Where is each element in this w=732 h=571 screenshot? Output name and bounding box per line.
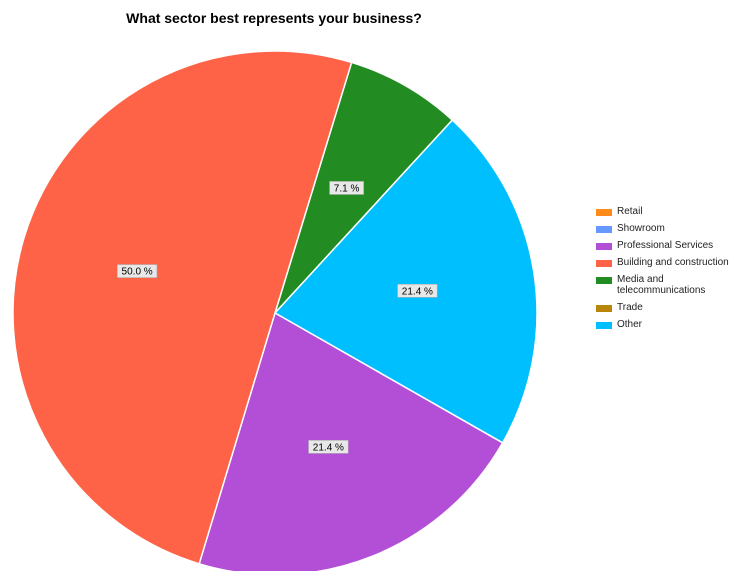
legend-swatch: [596, 209, 612, 216]
legend-swatch: [596, 277, 612, 284]
data-label-other: 21.4 %: [397, 284, 438, 298]
chart-legend: Retail Showroom Professional Services Build…: [596, 206, 732, 336]
legend-item-building-and-construction: Building and construction: [596, 257, 732, 268]
legend-item-other: Other: [596, 319, 732, 330]
data-label-professional-services: 21.4 %: [308, 440, 349, 454]
legend-label: Retail: [617, 206, 643, 217]
svg-text:7.1 %: 7.1 %: [334, 183, 360, 194]
legend-swatch: [596, 322, 612, 329]
svg-text:21.4 %: 21.4 %: [402, 286, 433, 297]
pie-slice-building-and-construction: [12, 50, 353, 565]
legend-label: Trade: [617, 302, 643, 313]
pie-slice-professional-services: [198, 311, 504, 571]
svg-text:21.4 %: 21.4 %: [313, 442, 344, 453]
legend-label: Other: [617, 319, 643, 330]
legend-label: Professional Services: [617, 240, 714, 251]
data-label-media-and-telecommunications: 7.1 %: [329, 181, 364, 195]
pie-slice-other: [273, 119, 538, 444]
data-label-building-and-construction: 50.0 %: [117, 264, 158, 278]
legend-item-showroom: Showroom: [596, 223, 732, 234]
legend-item-professional-services: Professional Services: [596, 240, 732, 251]
legend-label: Building and construction: [617, 257, 729, 268]
svg-text:50.0 %: 50.0 %: [122, 267, 153, 278]
pie-chart: 7.1 % 21.4 % 21.4 % 50.0 %: [12, 50, 538, 571]
legend-item-trade: Trade: [596, 302, 732, 313]
legend-label: Media and telecommunications: [617, 274, 706, 296]
legend-label: Showroom: [617, 223, 665, 234]
legend-swatch: [596, 260, 612, 267]
legend-item-media-and-telecommunications: Media and telecommunications: [596, 274, 732, 296]
legend-swatch: [596, 243, 612, 250]
legend-swatch: [596, 226, 612, 233]
legend-swatch: [596, 305, 612, 312]
chart-title: What sector best represents your busines…: [126, 10, 422, 26]
legend-item-retail: Retail: [596, 206, 732, 217]
